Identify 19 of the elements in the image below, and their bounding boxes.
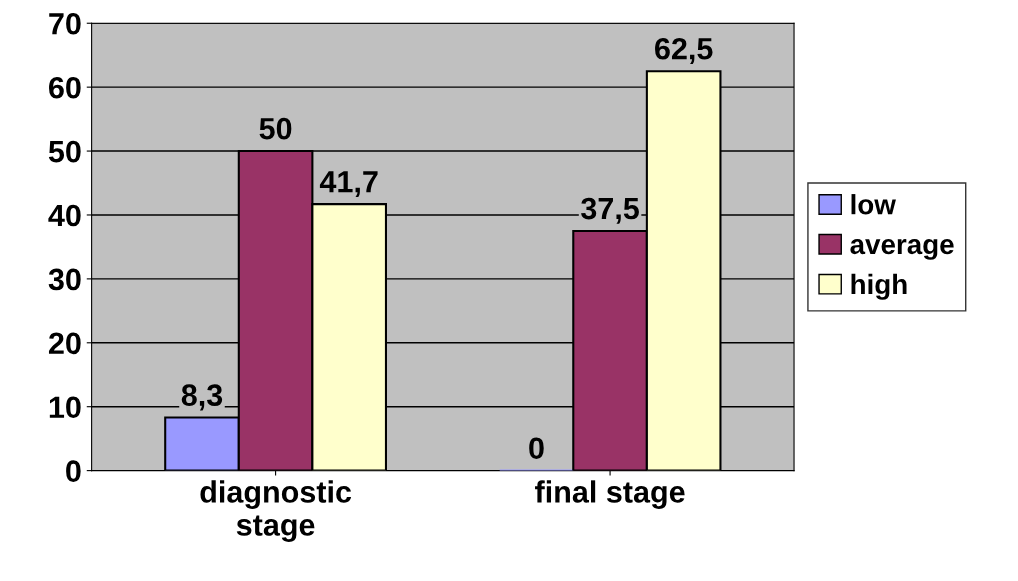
y-tick-label: 70 [49, 12, 81, 35]
data-label: 50 [259, 117, 292, 140]
y-tick-label: 10 [49, 396, 81, 419]
y-tick-label: 0 [66, 460, 81, 482]
y-tick-label: 50 [48, 140, 81, 163]
data-label: 41,7 [319, 171, 378, 197]
data-label: 37,5 [581, 197, 639, 224]
legend-label: low [851, 194, 896, 215]
legend-label: average [850, 239, 954, 260]
x-tick-label: final stage [535, 480, 685, 509]
y-tick-label: 30 [48, 268, 81, 291]
y-tick-label: 40 [48, 204, 81, 227]
legend-label: high [851, 273, 907, 300]
data-label: 8,3 [181, 384, 223, 411]
data-label: 0 [529, 437, 544, 460]
y-tick-label: 20 [48, 332, 81, 355]
x-tick-label: diagnostic stage [200, 480, 352, 542]
data-label: 62,5 [655, 37, 713, 65]
y-tick-label: 60 [49, 76, 81, 99]
